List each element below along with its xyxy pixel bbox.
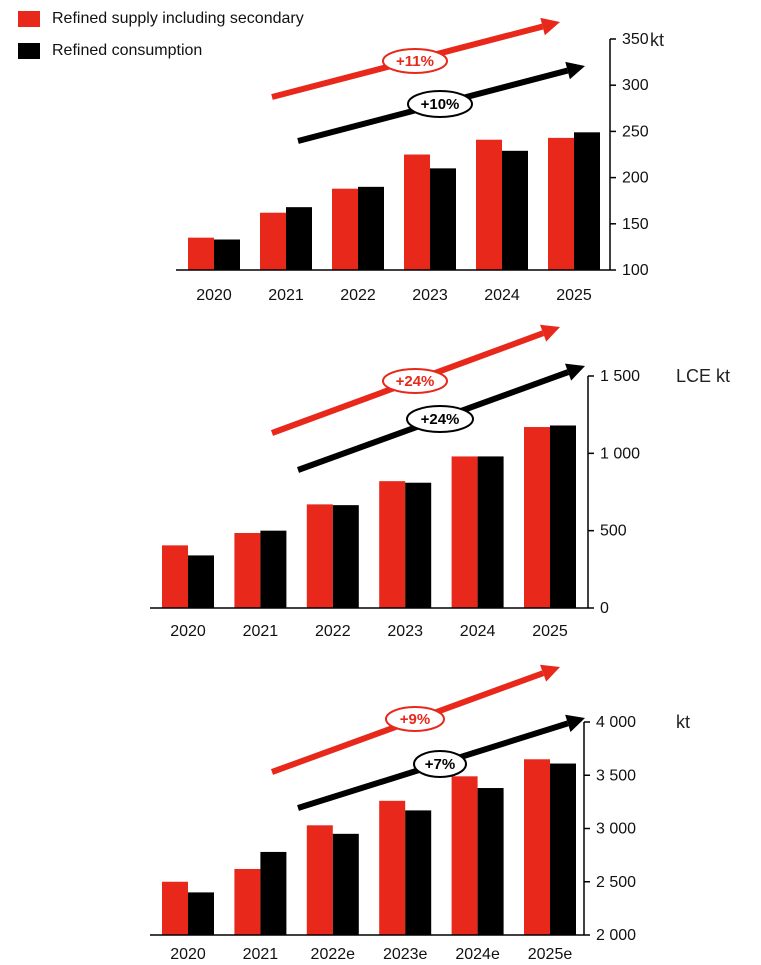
chart1-consumption-growth-label: +24% xyxy=(421,411,460,428)
bar-2-supply-2024e xyxy=(451,776,478,935)
legend-label-supply: Refined supply including secondary xyxy=(52,10,304,27)
bar-0-consumption-2025 xyxy=(574,132,600,270)
chart0-consumption-growth-arrow-head xyxy=(565,61,585,80)
bar-1-supply-2024 xyxy=(451,456,478,608)
chart1-consumption-growth-arrow-head xyxy=(565,363,585,381)
chart1-consumption-growth-badge xyxy=(406,405,474,433)
chart0-ytick-label: 250 xyxy=(622,123,649,140)
bar-1-consumption-2021 xyxy=(260,530,287,608)
chart0-ytick-label: 300 xyxy=(622,77,649,94)
chart2-ytick-label: 2 000 xyxy=(596,927,636,944)
chart2-xtick-label: 2020 xyxy=(170,946,206,963)
bar-1-supply-2022 xyxy=(306,504,333,608)
chart0-ytick-label: 100 xyxy=(622,262,649,279)
bar-1-supply-2025 xyxy=(524,427,550,608)
bar-2-supply-2021 xyxy=(234,868,261,935)
chart2-supply-growth-badge xyxy=(385,706,445,732)
chart1-ytick-label: 1 500 xyxy=(600,368,640,385)
chart1-xtick-label: 2024 xyxy=(460,623,496,640)
bar-1-supply-2020 xyxy=(162,545,188,608)
bar-2-consumption-2021 xyxy=(260,851,287,935)
chart2-xtick-label: 2022e xyxy=(311,946,356,963)
chart2-consumption-growth-label: +7% xyxy=(425,756,455,773)
chart0-supply-growth-badge xyxy=(382,48,448,74)
legend-item-supply: Refined supply including secondary xyxy=(18,10,304,28)
chart1-xtick-label: 2022 xyxy=(315,623,351,640)
bar-0-consumption-2024 xyxy=(502,150,528,270)
bar-1-consumption-2022 xyxy=(332,505,359,608)
chart0-xtick-label: 2023 xyxy=(412,287,448,304)
bar-2-consumption-2022e xyxy=(332,833,359,935)
chart1-supply-growth-badge xyxy=(382,368,448,394)
chart2-ytick-label: 4 000 xyxy=(596,714,636,731)
bar-2-consumption-2020 xyxy=(188,892,214,935)
bar-2-consumption-2025e xyxy=(550,763,576,935)
chart1-xtick-label: 2021 xyxy=(243,623,279,640)
chart2-ytick-label: 3 500 xyxy=(596,767,636,784)
bar-1-consumption-2025 xyxy=(550,425,576,608)
chart2-ytick-label: 3 000 xyxy=(596,821,636,838)
legend-swatch-consumption xyxy=(18,43,40,59)
chart1-xtick-label: 2023 xyxy=(387,623,423,640)
chart0-xtick-label: 2020 xyxy=(196,287,232,304)
chart1-supply-growth-label: +24% xyxy=(396,373,435,390)
chart2-ytick-label: 2 500 xyxy=(596,874,636,891)
legend-swatch-supply xyxy=(18,11,40,27)
bar-2-consumption-2024e xyxy=(477,788,504,935)
chart2-xtick-label: 2023e xyxy=(383,946,428,963)
bar-1-supply-2023 xyxy=(379,481,406,608)
bar-2-supply-2020 xyxy=(162,881,188,935)
bar-0-supply-2022 xyxy=(332,188,358,270)
chart2-xtick-label: 2021 xyxy=(243,946,279,963)
bar-2-supply-2022e xyxy=(306,825,333,935)
chart1-xtick-label: 2020 xyxy=(170,623,206,640)
chart0-ytick-label: 150 xyxy=(622,216,649,233)
chart1-xtick-label: 2025 xyxy=(532,623,568,640)
bar-0-supply-2025 xyxy=(548,137,574,270)
chart1-ytick-label: 0 xyxy=(600,600,609,617)
bar-1-supply-2021 xyxy=(234,532,261,608)
bar-0-consumption-2023 xyxy=(430,168,456,270)
chart0-xtick-label: 2024 xyxy=(484,287,520,304)
bar-1-consumption-2020 xyxy=(188,555,214,608)
chart2-unit-label: kt xyxy=(676,712,690,732)
chart1-ytick-label: 500 xyxy=(600,523,627,540)
chart0-xtick-label: 2021 xyxy=(268,287,304,304)
chart0-ytick-label: 350 xyxy=(622,31,649,48)
bar-0-supply-2021 xyxy=(260,212,286,270)
chart0-ytick-label: 200 xyxy=(622,170,649,187)
chart2-supply-growth-label: +9% xyxy=(400,711,430,728)
chart2-consumption-growth-badge xyxy=(413,750,467,778)
bar-2-supply-2025e xyxy=(524,759,550,935)
chart2-xtick-label: 2025e xyxy=(528,946,573,963)
bar-0-supply-2024 xyxy=(476,139,502,270)
chart2-consumption-growth-arrow-head xyxy=(565,714,585,732)
legend-label-consumption: Refined consumption xyxy=(52,42,203,59)
chart2-supply-growth-arrow-head xyxy=(540,664,560,682)
bar-1-consumption-2023 xyxy=(405,482,432,608)
chart0-xtick-label: 2022 xyxy=(340,287,376,304)
bar-0-consumption-2020 xyxy=(214,239,240,270)
chart1-ytick-label: 1 000 xyxy=(600,445,640,462)
bar-1-consumption-2024 xyxy=(477,456,504,608)
bar-0-consumption-2021 xyxy=(286,207,312,270)
chart0-unit-label: kt xyxy=(650,30,664,50)
chart2-xtick-label: 2024e xyxy=(455,946,500,963)
bar-2-supply-2023e xyxy=(379,800,406,935)
chart0-xtick-label: 2025 xyxy=(556,287,592,304)
chart0-consumption-growth-badge xyxy=(407,90,473,118)
bar-0-supply-2020 xyxy=(188,237,214,270)
chart1-supply-growth-arrow-head xyxy=(539,324,560,342)
legend-item-consumption: Refined consumption xyxy=(18,42,202,60)
chart1-unit-label: LCE kt xyxy=(676,366,730,386)
bar-0-supply-2023 xyxy=(404,154,430,270)
chart0-consumption-growth-label: +10% xyxy=(421,96,460,113)
bar-2-consumption-2023e xyxy=(405,810,432,935)
bar-0-consumption-2022 xyxy=(358,186,384,270)
chart0-supply-growth-label: +11% xyxy=(396,53,434,70)
chart0-supply-growth-arrow-head xyxy=(540,17,560,36)
